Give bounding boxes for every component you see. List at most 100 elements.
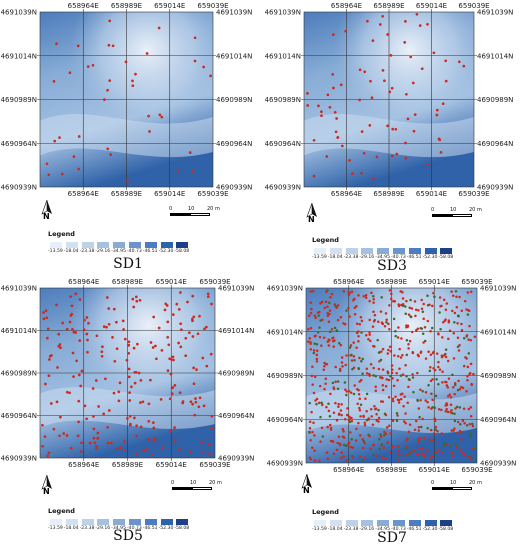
sample-point [335, 448, 339, 452]
sample-point [106, 441, 110, 445]
sample-point [390, 292, 393, 296]
sample-point [335, 306, 338, 309]
scale-label: 10 [188, 206, 195, 212]
sample-point [167, 343, 171, 347]
sample-point [455, 446, 458, 449]
sample-point [381, 14, 385, 18]
sample-point [320, 110, 323, 114]
sample-point [350, 290, 354, 294]
sample-point [321, 403, 324, 407]
sample-point [429, 366, 432, 369]
sample-point [347, 291, 350, 294]
sample-point [462, 64, 466, 68]
sample-point [381, 388, 385, 392]
sample-point [349, 391, 353, 395]
legend-swatch [144, 242, 157, 248]
sample-point [154, 344, 157, 348]
sample-point [191, 294, 195, 298]
sample-point [46, 454, 50, 458]
top-easting-label: 658989E [373, 2, 404, 10]
sample-point [391, 399, 395, 403]
sample-point [46, 327, 50, 331]
sample-point [426, 319, 430, 323]
sample-point [192, 315, 196, 319]
sample-point [434, 428, 437, 431]
right-northing-label: 4690964N [477, 140, 513, 148]
sample-point [334, 130, 338, 134]
sample-point [432, 291, 435, 295]
sample-point [103, 98, 106, 101]
sample-point [43, 435, 47, 438]
north-label: N [43, 212, 50, 221]
top-easting-label: 659039E [461, 278, 492, 286]
sample-point [172, 358, 175, 362]
sample-point [92, 427, 96, 431]
sample-point [309, 301, 312, 305]
sample-point [468, 434, 472, 437]
map-frame [303, 11, 475, 188]
sample-point [149, 341, 153, 344]
sample-point [404, 422, 407, 425]
sample-point [127, 343, 131, 347]
left-northing-label: 4690939N [1, 184, 37, 192]
sample-point [169, 372, 173, 376]
sample-point [152, 315, 156, 319]
legend-swatch [329, 248, 342, 254]
sample-point [115, 320, 118, 324]
sample-point [47, 374, 51, 378]
sample-point [408, 423, 412, 426]
sample-point [452, 429, 455, 432]
sample-point [118, 381, 122, 385]
north-label: N [303, 486, 310, 495]
sample-point [422, 455, 426, 459]
sample-point [457, 60, 461, 64]
scale-label: 20 m [469, 480, 482, 486]
sample-point [345, 309, 348, 312]
legend-value: -58.08 [438, 255, 454, 260]
sample-point [398, 367, 401, 371]
sample-point [347, 389, 351, 393]
sample-point [345, 413, 349, 417]
sample-point [424, 357, 428, 360]
sample-point [390, 364, 394, 367]
sample-point [88, 441, 92, 445]
sample-point [453, 311, 457, 315]
sample-point [468, 372, 472, 375]
sample-point [131, 297, 135, 301]
sample-point [341, 435, 345, 438]
top-easting-label: 658964E [333, 278, 364, 286]
left-northing-label: 4691039N [1, 9, 37, 17]
sample-point [157, 26, 161, 30]
sample-point [308, 430, 311, 434]
sample-point [391, 127, 395, 131]
sample-point [407, 313, 411, 316]
sample-point [315, 357, 319, 361]
sample-point [446, 443, 449, 447]
legend-swatches [50, 519, 192, 525]
sample-point [151, 453, 154, 456]
sample-point [324, 300, 328, 303]
top-easting-label: 658964E [331, 2, 362, 10]
sample-point [57, 332, 61, 336]
sample-point [420, 67, 424, 71]
left-northing-label: 4691039N [1, 285, 37, 293]
sample-point [328, 423, 332, 427]
sample-point [328, 330, 332, 334]
sample-point [391, 419, 395, 423]
sample-point [325, 290, 328, 294]
sample-point [42, 311, 45, 314]
sample-point [58, 434, 61, 438]
sample-point [386, 441, 390, 444]
scale-bar: 0 10 20 m [169, 206, 230, 219]
legend-value: -46.51 [142, 526, 158, 531]
sample-point [369, 339, 372, 343]
legend-value: -40.73 [390, 527, 406, 532]
sample-point [115, 347, 119, 351]
sample-point [147, 419, 151, 423]
sample-point [365, 392, 369, 396]
sample-point [354, 439, 358, 442]
sample-point [432, 367, 435, 370]
scale-segment-open [452, 487, 472, 490]
sample-point [78, 339, 82, 342]
sample-point [349, 445, 353, 449]
